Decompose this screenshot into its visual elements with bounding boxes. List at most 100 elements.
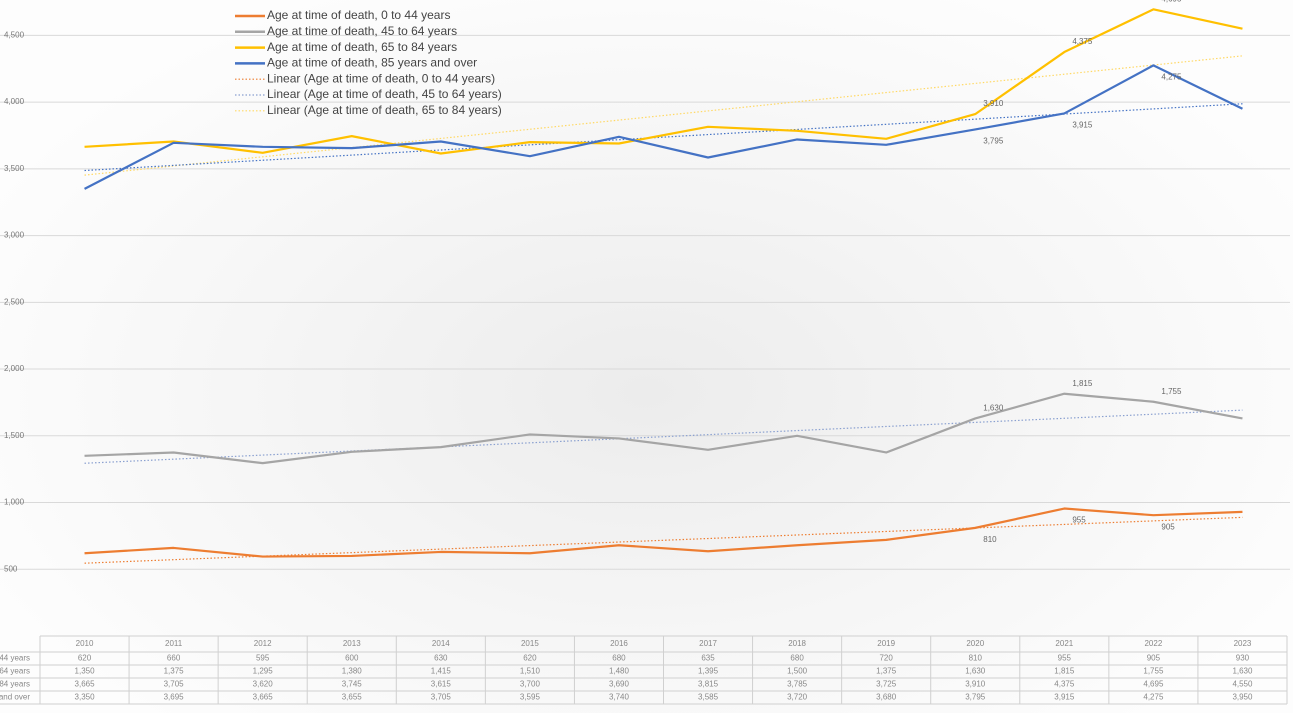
table-header: 2012 xyxy=(254,639,272,648)
data-label: 955 xyxy=(1072,516,1086,525)
table-cell: 3,910 xyxy=(965,680,986,689)
table-cell: 4,550 xyxy=(1232,680,1253,689)
table-header: 2021 xyxy=(1055,639,1073,648)
table-header: 2015 xyxy=(521,639,539,648)
series-line xyxy=(84,64,1243,190)
y-tick-label: 4,500 xyxy=(4,30,25,39)
y-tick-label: 500 xyxy=(4,564,18,573)
table-header: 2019 xyxy=(877,639,895,648)
table-cell: 955 xyxy=(1058,654,1072,663)
table-cell: 1,395 xyxy=(698,667,719,676)
table-cell: 3,795 xyxy=(965,693,986,702)
series-line xyxy=(84,507,1243,558)
table-header: 2017 xyxy=(699,639,717,648)
table-header: 2011 xyxy=(165,639,183,648)
table-cell: 3,815 xyxy=(698,680,719,689)
legend-label: Linear (Age at time of death, 65 to 84 y… xyxy=(267,103,502,117)
table-cell: 3,350 xyxy=(75,693,96,702)
table-cell: 3,595 xyxy=(520,693,541,702)
table-cell: 630 xyxy=(434,654,448,663)
y-tick-label: 3,500 xyxy=(4,164,25,173)
table-cell: 3,665 xyxy=(253,693,274,702)
table-row-label: Age at time of death, 0 to 44 years xyxy=(0,654,30,663)
data-label: 4,375 xyxy=(1072,37,1093,46)
table-header: 2020 xyxy=(966,639,984,648)
legend-label: Age at time of death, 65 to 84 years xyxy=(267,40,457,54)
table-row-label: Age at time of death, 65 to 84 years xyxy=(0,680,30,689)
y-tick-label: 2,500 xyxy=(4,297,25,306)
table-cell: 1,480 xyxy=(609,667,630,676)
y-tick-label: 1,500 xyxy=(4,431,25,440)
table-cell: 3,690 xyxy=(609,680,630,689)
table-header: 2023 xyxy=(1234,639,1252,648)
table-cell: 3,915 xyxy=(1054,693,1075,702)
data-label: 3,795 xyxy=(983,137,1004,146)
table-cell: 1,510 xyxy=(520,667,541,676)
table-row-label: Age at time of death, 45 to 64 years xyxy=(0,667,30,676)
legend-label: Age at time of death, 45 to 64 years xyxy=(267,24,457,38)
y-tick-label: 4,000 xyxy=(4,97,25,106)
data-label: 1,815 xyxy=(1072,379,1093,388)
table-header: 2016 xyxy=(610,639,628,648)
data-label: 4,275 xyxy=(1161,73,1182,82)
table-cell: 600 xyxy=(345,654,359,663)
table-cell: 3,695 xyxy=(164,693,185,702)
table-cell: 3,680 xyxy=(876,693,897,702)
table-cell: 4,695 xyxy=(1143,680,1164,689)
table-cell: 810 xyxy=(969,654,983,663)
trendline xyxy=(84,409,1243,464)
legend-label: Linear (Age at time of death, 45 to 64 y… xyxy=(267,87,502,101)
table-cell: 720 xyxy=(879,654,893,663)
table-header: 2013 xyxy=(343,639,361,648)
table-cell: 905 xyxy=(1147,654,1161,663)
trendline xyxy=(84,103,1243,172)
table-cell: 680 xyxy=(790,654,804,663)
table-header: 2022 xyxy=(1144,639,1162,648)
table-cell: 3,700 xyxy=(520,680,541,689)
table-cell: 3,745 xyxy=(342,680,363,689)
table-cell: 635 xyxy=(701,654,715,663)
legend-label: Linear (Age at time of death, 0 to 44 ye… xyxy=(267,71,495,85)
table-row-label: Age at time of death, 85 years and over xyxy=(0,693,30,702)
table-cell: 3,620 xyxy=(253,680,274,689)
table-cell: 620 xyxy=(78,654,92,663)
table-cell: 1,815 xyxy=(1054,667,1075,676)
table-cell: 3,725 xyxy=(876,680,897,689)
series-line xyxy=(84,8,1243,155)
table-cell: 680 xyxy=(612,654,626,663)
table-cell: 4,375 xyxy=(1054,680,1075,689)
data-label: 1,755 xyxy=(1161,387,1182,396)
table-cell: 1,375 xyxy=(876,667,897,676)
table-cell: 3,585 xyxy=(698,693,719,702)
table-cell: 620 xyxy=(523,654,537,663)
table-cell: 1,500 xyxy=(787,667,808,676)
y-tick-label: 2,000 xyxy=(4,364,25,373)
table-cell: 1,295 xyxy=(253,667,274,676)
table-cell: 3,655 xyxy=(342,693,363,702)
table-cell: 3,785 xyxy=(787,680,808,689)
table-header: 2010 xyxy=(76,639,94,648)
table-cell: 3,705 xyxy=(164,680,185,689)
table-cell: 3,665 xyxy=(75,680,96,689)
legend-label: Age at time of death, 85 years and over xyxy=(267,56,477,70)
table-cell: 3,615 xyxy=(431,680,452,689)
series-line xyxy=(84,392,1243,465)
table-cell: 595 xyxy=(256,654,270,663)
data-label: 4,695 xyxy=(1161,0,1182,3)
table-cell: 1,755 xyxy=(1143,667,1164,676)
table-cell: 1,375 xyxy=(164,667,185,676)
table-header: 2018 xyxy=(788,639,806,648)
table-cell: 1,380 xyxy=(342,667,363,676)
legend-label: Age at time of death, 0 to 44 years xyxy=(267,8,450,22)
table-cell: 1,350 xyxy=(75,667,96,676)
y-tick-label: 3,000 xyxy=(4,231,25,240)
table-cell: 4,275 xyxy=(1143,693,1164,702)
data-label: 810 xyxy=(983,535,997,544)
y-tick-label: 1,000 xyxy=(4,498,25,507)
table-cell: 660 xyxy=(167,654,181,663)
data-label: 3,910 xyxy=(983,99,1004,108)
table-cell: 1,415 xyxy=(431,667,452,676)
table-cell: 1,630 xyxy=(1232,667,1253,676)
data-label: 905 xyxy=(1161,522,1175,531)
